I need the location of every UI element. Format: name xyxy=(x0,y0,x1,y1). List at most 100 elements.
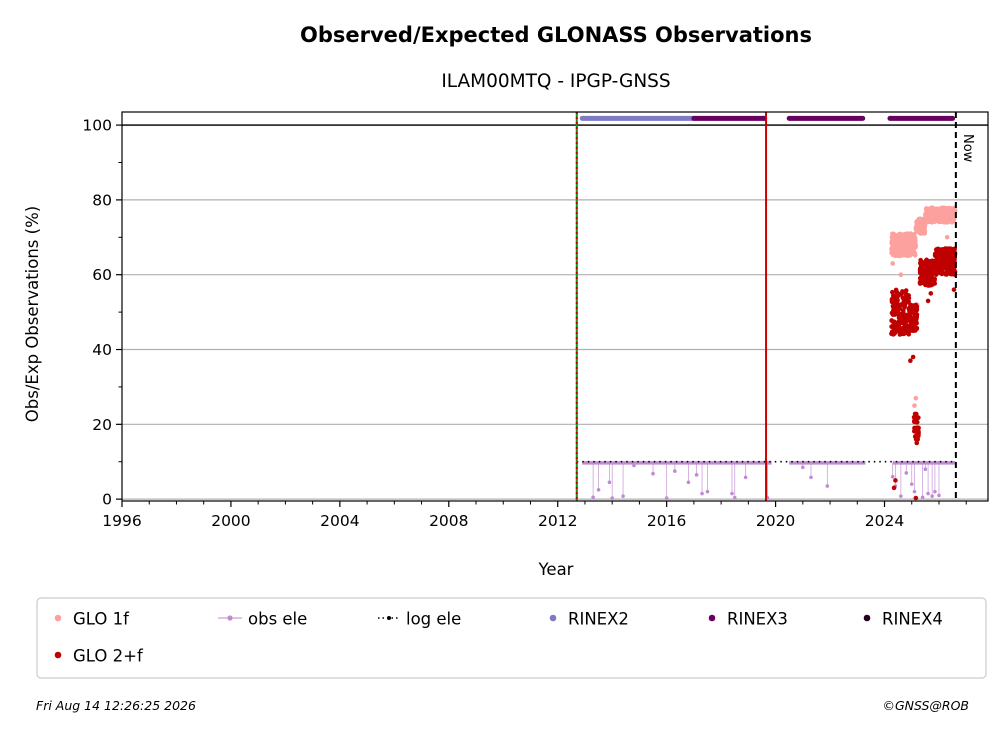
glo-2f-point xyxy=(897,306,903,311)
glo-1f-point xyxy=(951,209,956,215)
obs-ele-point xyxy=(743,475,748,480)
glo-2f-point xyxy=(895,302,901,307)
glo-2f-point xyxy=(891,485,897,491)
glo-2f-point xyxy=(928,291,934,296)
obs-ele-point xyxy=(920,495,925,500)
glo-2f-point xyxy=(915,437,920,442)
y-tick-label: 20 xyxy=(92,416,112,434)
glo-2f-point xyxy=(904,328,909,334)
glo-2f-point xyxy=(902,305,907,310)
glo-2f-point xyxy=(913,495,919,501)
obs-ele-point xyxy=(621,494,625,498)
glo-2f-point xyxy=(889,298,895,304)
plot-area: Now xyxy=(122,112,988,501)
glo-2f-point xyxy=(900,289,905,294)
legend-label: log ele xyxy=(406,610,461,629)
glo-2f-point xyxy=(895,326,901,332)
glo-1f-point xyxy=(898,235,904,240)
x-tick-label: 2008 xyxy=(429,512,468,530)
glo-2f-point xyxy=(947,251,952,257)
glo-1f-point xyxy=(890,248,896,254)
obs-ele-point xyxy=(899,494,903,498)
glo-2f-point xyxy=(909,327,915,333)
obs-ele-point xyxy=(809,475,813,480)
glo-1f-point xyxy=(902,252,907,258)
obs-ele-point xyxy=(825,484,830,488)
glo-2f-point xyxy=(894,321,900,326)
glo-1f-point xyxy=(898,272,904,278)
legend-label: GLO 2+f xyxy=(73,647,144,666)
obs-ele-point xyxy=(694,473,699,477)
legend-marker xyxy=(708,614,716,622)
glo-1f-point xyxy=(928,213,934,219)
glo-2f-point xyxy=(943,246,948,251)
glo-2f-point xyxy=(902,316,908,321)
x-tick-label: 2000 xyxy=(211,512,250,530)
glo-2f-point xyxy=(891,302,897,307)
axes-frame xyxy=(121,111,989,502)
glo-2f-point xyxy=(900,328,906,334)
obs-ele-point xyxy=(700,491,704,496)
y-tick-label: 0 xyxy=(102,491,112,509)
glo-2f-point xyxy=(907,309,913,315)
glo-2f-point xyxy=(932,253,938,258)
obs-ele-point xyxy=(673,469,677,473)
obs-ele-point xyxy=(933,489,937,494)
glo-2f-point xyxy=(914,306,920,312)
glo-2f-point xyxy=(916,429,921,434)
glo-2f-point xyxy=(920,276,925,282)
glo-2f-point xyxy=(892,312,898,317)
glo-2f-point xyxy=(919,262,925,268)
glo-1f-point xyxy=(906,243,912,248)
obs-ele-point xyxy=(607,480,612,485)
obs-ele-point xyxy=(730,491,734,496)
glo-1f-point xyxy=(932,208,937,214)
glo-2f-point xyxy=(943,270,949,275)
glo-1f-point xyxy=(912,245,918,250)
glo-2f-point xyxy=(914,314,919,319)
glo-2f-point xyxy=(909,303,914,309)
glo-2f-point xyxy=(893,478,898,483)
y-axis-label: Obs/Exp Observations (%) xyxy=(23,206,42,422)
obs-ele-point xyxy=(909,482,914,486)
legend-marker xyxy=(227,615,233,621)
glo-2f-point xyxy=(908,358,913,364)
glo-1f-point xyxy=(941,208,947,214)
obs-ele-point xyxy=(912,489,917,494)
chart-title: Observed/Expected GLONASS Observations xyxy=(300,23,812,47)
obs-ele-point xyxy=(705,489,710,494)
glo-2f-point xyxy=(944,258,949,264)
glo-2f-point xyxy=(912,321,918,326)
glo-1f-point xyxy=(913,395,919,401)
obs-ele-point xyxy=(651,471,655,476)
legend-marker xyxy=(387,616,391,620)
chart-subtitle: ILAM00MTQ - IPGP-GNSS xyxy=(441,71,670,92)
y-tick-label: 100 xyxy=(82,117,112,135)
glo-1f-point xyxy=(922,230,927,236)
glo-1f-point xyxy=(950,216,956,221)
glo-2f-point xyxy=(939,264,945,270)
glo-2f-point xyxy=(937,254,942,259)
glo-1f-point xyxy=(907,247,913,252)
legend-marker xyxy=(54,614,62,622)
x-tick-label: 2004 xyxy=(320,512,359,530)
x-axis-label: Year xyxy=(538,560,574,579)
obs-ele-point xyxy=(937,493,941,498)
x-tick-label: 1996 xyxy=(102,512,141,530)
legend-label: obs ele xyxy=(248,610,307,629)
glo-2f-point xyxy=(922,281,927,286)
glo-2f-point xyxy=(903,296,908,302)
glo-2f-point xyxy=(891,293,896,298)
legend-box xyxy=(36,597,987,679)
legend-label: GLO 1f xyxy=(73,610,130,629)
glo-2f-point xyxy=(896,315,902,321)
glo-2f-point xyxy=(932,277,937,283)
obs-ele-point xyxy=(664,496,669,500)
legend-label: RINEX3 xyxy=(727,610,788,629)
legend-label: RINEX4 xyxy=(882,610,943,629)
obs-ele-point xyxy=(923,467,928,472)
glo-2f-point xyxy=(935,246,941,252)
glo-2f-point xyxy=(915,432,921,438)
obs-ele-point xyxy=(686,480,691,485)
glo-1f-point xyxy=(903,237,909,243)
